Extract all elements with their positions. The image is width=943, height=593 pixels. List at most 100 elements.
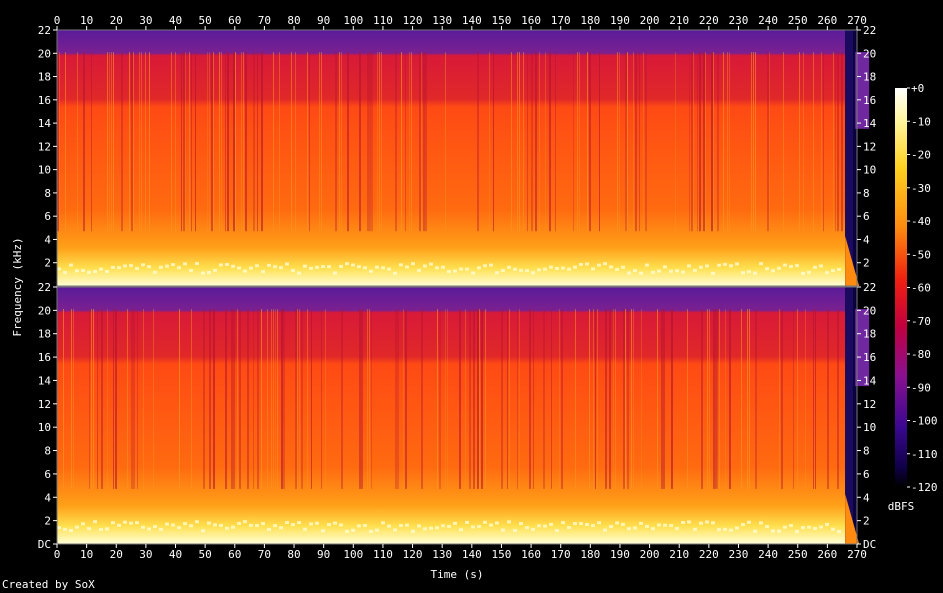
x-tick-label-top: 20 (110, 14, 123, 27)
y-axis-label: Frequency (kHz) (11, 237, 24, 336)
y-tick-label-left: 2 (44, 515, 51, 528)
y-tick-label-right: 16 (863, 351, 876, 364)
y-tick-label-left: 16 (38, 94, 51, 107)
x-tick-label-bottom: 210 (669, 548, 689, 561)
sox-credit: Created by SoX (2, 578, 95, 591)
x-tick-label-bottom: 60 (228, 548, 241, 561)
x-tick-label-bottom: 200 (640, 548, 660, 561)
colorbar-tick-label: -20 (911, 149, 931, 162)
y-tick-label-right: 10 (863, 164, 876, 177)
x-tick-label-top: 200 (640, 14, 660, 27)
y-tick-label-left: 6 (44, 210, 51, 223)
y-tick-label-left: 6 (44, 468, 51, 481)
y-tick-label-right: 22 (863, 281, 876, 294)
x-tick-label-top: 0 (54, 14, 61, 27)
y-tick-label-right: 14 (863, 117, 877, 130)
x-tick-label-bottom: 230 (729, 548, 749, 561)
x-tick-label-top: 40 (169, 14, 182, 27)
colorbar-tick-label: -70 (911, 315, 931, 328)
y-tick-label-left: 10 (38, 164, 51, 177)
y-tick-label-right: 16 (863, 94, 876, 107)
x-tick-label-top: 170 (551, 14, 571, 27)
x-tick-label-top: 110 (373, 14, 393, 27)
x-tick-label-top: 180 (580, 14, 600, 27)
x-tick-label-bottom: 0 (54, 548, 61, 561)
colorbar-tick-label: -80 (911, 348, 931, 361)
x-tick-label-top: 220 (699, 14, 719, 27)
colorbar-tick-label: +0 (911, 82, 924, 95)
x-tick-label-bottom: 140 (462, 548, 482, 561)
x-tick-label-top: 50 (199, 14, 212, 27)
x-tick-label-top: 230 (729, 14, 749, 27)
y-tick-label-right: 8 (863, 445, 870, 458)
y-tick-label-right: 20 (863, 47, 876, 60)
x-tick-label-top: 90 (317, 14, 330, 27)
colorbar-tick-label: -120 (911, 481, 938, 494)
x-tick-label-bottom: 250 (788, 548, 808, 561)
x-tick-label-top: 140 (462, 14, 482, 27)
y-tick-label-right: 12 (863, 398, 876, 411)
y-tick-label-left: 18 (38, 71, 51, 84)
x-tick-label-bottom: 100 (343, 548, 363, 561)
y-tick-label-right: 22 (863, 24, 876, 37)
x-tick-label-bottom: 240 (758, 548, 778, 561)
x-tick-label-bottom: 220 (699, 548, 719, 561)
y-tick-label-right: 4 (863, 233, 870, 246)
x-tick-label-top: 100 (343, 14, 363, 27)
y-tick-label-left: 18 (38, 328, 51, 341)
x-axis-label: Time (s) (431, 568, 484, 581)
x-tick-label-top: 270 (847, 14, 867, 27)
y-tick-label-right: 2 (863, 257, 870, 270)
x-tick-label-bottom: 70 (258, 548, 271, 561)
y-tick-label-left: DC (38, 538, 51, 551)
y-tick-label-right: 8 (863, 187, 870, 200)
x-tick-label-bottom: 150 (492, 548, 512, 561)
y-tick-label-left: 8 (44, 445, 51, 458)
x-tick-label-top: 250 (788, 14, 808, 27)
y-tick-label-right: 18 (863, 71, 876, 84)
y-tick-label-right: DC (863, 538, 876, 551)
y-tick-label-left: 4 (44, 233, 51, 246)
fade-out-tail (845, 30, 870, 286)
y-tick-label-right: 6 (863, 210, 870, 223)
colorbar-tick-label: -90 (911, 381, 931, 394)
y-tick-label-right: 6 (863, 468, 870, 481)
y-tick-label-left: 2 (44, 257, 51, 270)
x-tick-label-top: 70 (258, 14, 271, 27)
y-tick-label-left: 10 (38, 421, 51, 434)
colorbar-tick-label: -60 (911, 282, 931, 295)
x-tick-label-top: 150 (492, 14, 512, 27)
x-tick-label-bottom: 50 (199, 548, 212, 561)
x-tick-label-bottom: 180 (580, 548, 600, 561)
y-tick-label-right: 12 (863, 140, 876, 153)
x-tick-label-top: 160 (521, 14, 541, 27)
y-tick-label-left: 4 (44, 491, 51, 504)
x-tick-label-top: 210 (669, 14, 689, 27)
fade-out-tail (845, 287, 870, 544)
colorbar-label: dBFS (888, 500, 915, 513)
x-tick-label-bottom: 260 (817, 548, 837, 561)
colorbar-tick-label: -100 (911, 415, 938, 428)
x-tick-label-bottom: 20 (110, 548, 123, 561)
x-tick-label-bottom: 190 (610, 548, 630, 561)
colorbar-tick-label: -10 (911, 115, 931, 128)
x-tick-label-top: 240 (758, 14, 778, 27)
x-tick-label-bottom: 120 (403, 548, 423, 561)
colorbar-tick-label: -50 (911, 248, 931, 261)
y-tick-label-left: 22 (38, 281, 51, 294)
y-tick-label-left: 14 (38, 117, 52, 130)
channel-2-spectrogram (56, 286, 870, 545)
x-tick-label-top: 260 (817, 14, 837, 27)
y-tick-label-right: 2 (863, 515, 870, 528)
x-tick-label-bottom: 110 (373, 548, 393, 561)
x-tick-label-top: 60 (228, 14, 241, 27)
x-tick-label-bottom: 170 (551, 548, 571, 561)
colorbar-tick-label: -40 (911, 215, 931, 228)
x-tick-label-top: 80 (287, 14, 300, 27)
x-tick-label-bottom: 10 (80, 548, 93, 561)
x-tick-label-top: 10 (80, 14, 93, 27)
x-tick-label-bottom: 40 (169, 548, 182, 561)
colorbar-tick-label: -110 (911, 448, 938, 461)
x-tick-label-top: 120 (403, 14, 423, 27)
